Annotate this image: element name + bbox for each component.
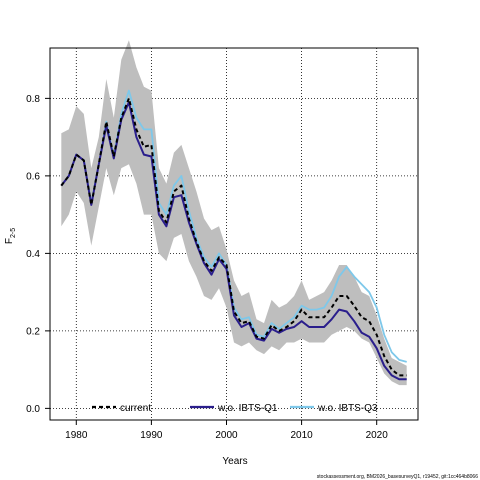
legend-label: w.o. IBTS-Q3 xyxy=(317,403,378,414)
y-tick-label: 0.0 xyxy=(26,404,40,415)
y-axis-title: F2-5 xyxy=(4,228,17,244)
source-footer: stockassessment.org, BM2026_basesurveyQ1… xyxy=(317,474,478,480)
legend-label: current xyxy=(120,403,151,414)
legend-label: w.o. IBTS-Q1 xyxy=(217,403,278,414)
legend: current w.o. IBTS-Q1 w.o. IBTS-Q3 xyxy=(92,403,378,414)
y-tick-label: 0.8 xyxy=(26,94,40,105)
x-axis-title: Years xyxy=(222,456,247,467)
y-tick-label: 0.6 xyxy=(26,171,40,182)
confidence-band-layer xyxy=(61,40,407,386)
x-tick-label: 2000 xyxy=(215,430,238,441)
plot-frame xyxy=(49,47,419,421)
x-tick-label: 2010 xyxy=(290,430,313,441)
series-layer xyxy=(60,89,407,381)
y-axis: 0.0 0.2 0.4 0.6 0.8 xyxy=(26,94,50,415)
y-axis-title-main: F xyxy=(4,238,15,244)
x-tick-label: 1990 xyxy=(140,430,163,441)
y-axis-title-subscript: 2-5 xyxy=(10,228,17,238)
confidence-band xyxy=(61,40,407,386)
y-tick-label: 0.2 xyxy=(26,326,40,337)
x-tick-label: 2020 xyxy=(366,430,389,441)
x-tick-label: 1980 xyxy=(65,430,88,441)
y-tick-label: 0.4 xyxy=(26,249,40,260)
x-axis: 1980 1990 2000 2010 2020 xyxy=(65,420,388,441)
